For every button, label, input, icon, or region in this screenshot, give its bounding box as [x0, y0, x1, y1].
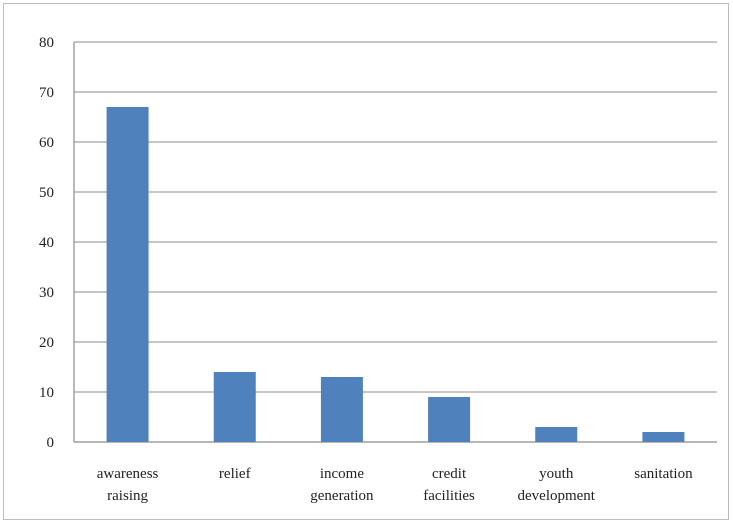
x-category-label: youth — [539, 466, 574, 482]
bar — [535, 427, 578, 442]
bar-chart: 0 10 20 30 40 50 60 70 80 awareness raising relief… — [39, 35, 717, 504]
x-category-label: raising — [107, 488, 148, 504]
x-category-label: facilities — [423, 488, 475, 504]
y-tick-label: 30 — [39, 285, 54, 301]
y-axis-ticks: 0 10 20 30 40 50 60 70 80 — [39, 35, 54, 451]
bar — [428, 397, 471, 442]
x-category-label: credit — [432, 466, 467, 482]
y-tick-label: 80 — [39, 35, 54, 51]
x-category-label: relief — [219, 466, 251, 482]
bar — [106, 107, 149, 442]
y-tick-label: 70 — [39, 85, 54, 101]
bar — [213, 372, 256, 442]
bars — [106, 107, 685, 442]
x-category-label: development — [518, 488, 596, 504]
x-axis-categories: awareness raising relief income generation cr… — [97, 466, 693, 504]
bar — [642, 432, 685, 442]
y-tick-label: 60 — [39, 135, 54, 151]
bar — [320, 377, 363, 442]
x-category-label: income — [320, 466, 364, 482]
y-tick-label: 0 — [47, 435, 55, 451]
y-tick-label: 10 — [39, 385, 54, 401]
chart-frame: 0 10 20 30 40 50 60 70 80 awareness raising relief… — [3, 3, 729, 520]
y-tick-label: 50 — [39, 185, 54, 201]
x-category-label: awareness — [97, 466, 159, 482]
y-tick-label: 20 — [39, 335, 54, 351]
gridlines — [73, 41, 717, 443]
x-category-label: generation — [310, 488, 374, 504]
x-category-label: sanitation — [634, 466, 693, 482]
y-tick-label: 40 — [39, 235, 54, 251]
